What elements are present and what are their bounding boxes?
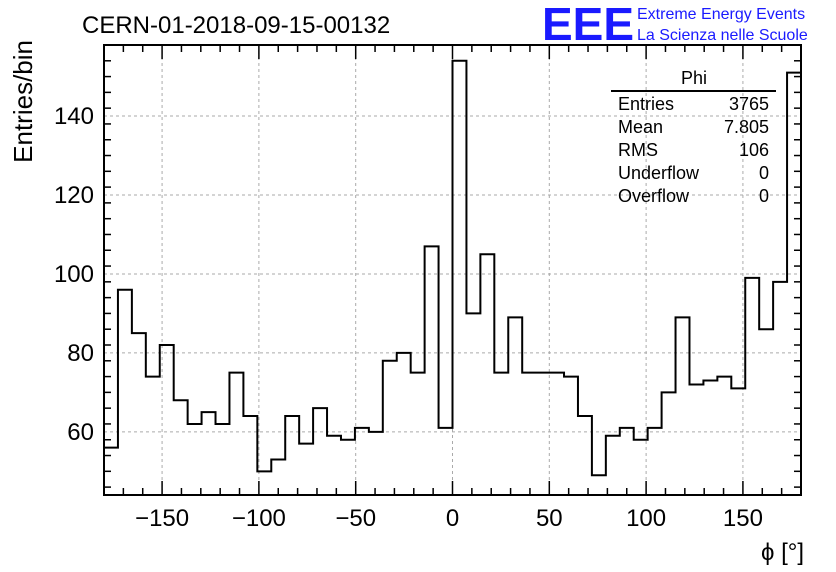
histogram-bin bbox=[411, 373, 425, 495]
stats-value: 3765 bbox=[729, 94, 769, 114]
x-tick-label: 0 bbox=[446, 505, 459, 532]
histogram-bin bbox=[299, 444, 313, 495]
histogram-bin bbox=[453, 61, 467, 495]
x-tick-label: −100 bbox=[232, 505, 286, 532]
histogram-bin bbox=[355, 428, 369, 495]
histogram-bin bbox=[717, 377, 731, 495]
x-tick-label: 50 bbox=[536, 505, 563, 532]
histogram-bin bbox=[397, 353, 411, 495]
histogram-bin bbox=[773, 282, 787, 495]
y-tick-label: 80 bbox=[67, 340, 94, 367]
histogram-bin bbox=[703, 381, 717, 495]
histogram-bin bbox=[592, 475, 606, 495]
histogram-bin bbox=[494, 373, 508, 495]
x-axis-ticks: −150 −100 −50 0 50 100 150 bbox=[122, 45, 783, 532]
stats-value: 7.805 bbox=[724, 117, 769, 137]
histogram-bin bbox=[536, 373, 550, 495]
histogram-bin bbox=[369, 432, 383, 495]
stats-label: Entries bbox=[618, 94, 674, 114]
histogram-bin bbox=[466, 313, 480, 495]
histogram-bin bbox=[174, 400, 188, 495]
stats-value: 106 bbox=[739, 140, 769, 160]
stats-label: Underflow bbox=[618, 163, 700, 183]
histogram-bin bbox=[313, 408, 327, 495]
histogram-bin bbox=[202, 412, 216, 495]
x-tick-label: 100 bbox=[626, 505, 666, 532]
histogram-bin bbox=[188, 424, 202, 495]
histogram-bin bbox=[508, 317, 522, 495]
stats-box: Phi Entries 3765 Mean 7.805 RMS 106 Underflow 0… bbox=[611, 68, 776, 206]
histogram-bin bbox=[564, 377, 578, 495]
y-tick-label: 120 bbox=[54, 182, 94, 209]
y-axis-label: Entries/bin bbox=[8, 40, 38, 163]
stats-label: Overflow bbox=[618, 186, 690, 206]
run-title: CERN-01-2018-09-15-00132 bbox=[82, 12, 390, 39]
histogram-bin bbox=[745, 278, 759, 495]
stats-label: RMS bbox=[618, 140, 658, 160]
y-tick-label: 100 bbox=[54, 261, 94, 288]
histogram-bin bbox=[439, 428, 453, 495]
histogram-bin bbox=[146, 377, 160, 495]
histogram-bin bbox=[759, 329, 773, 495]
histogram-bin bbox=[662, 392, 676, 495]
histogram-outline bbox=[104, 59, 801, 477]
stats-title: Phi bbox=[681, 68, 707, 88]
histogram-bin bbox=[243, 416, 257, 495]
x-tick-label: 150 bbox=[723, 505, 763, 532]
logo-line-1: Extreme Energy Events bbox=[637, 6, 805, 23]
x-tick-label: −150 bbox=[135, 505, 189, 532]
histogram-bin bbox=[522, 373, 536, 495]
histogram-bin bbox=[620, 428, 634, 495]
stats-value: 0 bbox=[759, 163, 769, 183]
y-tick-label: 140 bbox=[54, 103, 94, 130]
histogram-bin bbox=[229, 373, 243, 495]
histogram-bin bbox=[285, 416, 299, 495]
histogram-bin bbox=[578, 416, 592, 495]
histogram-bin bbox=[606, 436, 620, 495]
histogram-bin bbox=[216, 424, 230, 495]
histogram-bin bbox=[689, 384, 703, 495]
histogram-bin bbox=[550, 373, 564, 495]
eee-logo: EEE bbox=[542, 0, 634, 50]
histogram-bin bbox=[383, 361, 397, 495]
stats-value: 0 bbox=[759, 186, 769, 206]
histogram-bin bbox=[676, 317, 690, 495]
histogram-bin bbox=[425, 246, 439, 495]
x-tick-label: −50 bbox=[335, 505, 376, 532]
y-axis-ticks: 60 80 100 120 140 bbox=[54, 60, 801, 488]
histogram-bin bbox=[341, 440, 355, 495]
histogram-bin bbox=[118, 290, 132, 495]
logo-line-2: La Scienza nelle Scuole bbox=[637, 27, 808, 44]
y-tick-label: 60 bbox=[67, 419, 94, 446]
histogram-bin bbox=[480, 254, 494, 495]
stats-label: Mean bbox=[618, 117, 663, 137]
histogram-bin bbox=[648, 428, 662, 495]
histogram-bin bbox=[327, 436, 341, 495]
histogram-bin bbox=[132, 333, 146, 495]
x-axis-label: ϕ [°] bbox=[761, 539, 804, 566]
